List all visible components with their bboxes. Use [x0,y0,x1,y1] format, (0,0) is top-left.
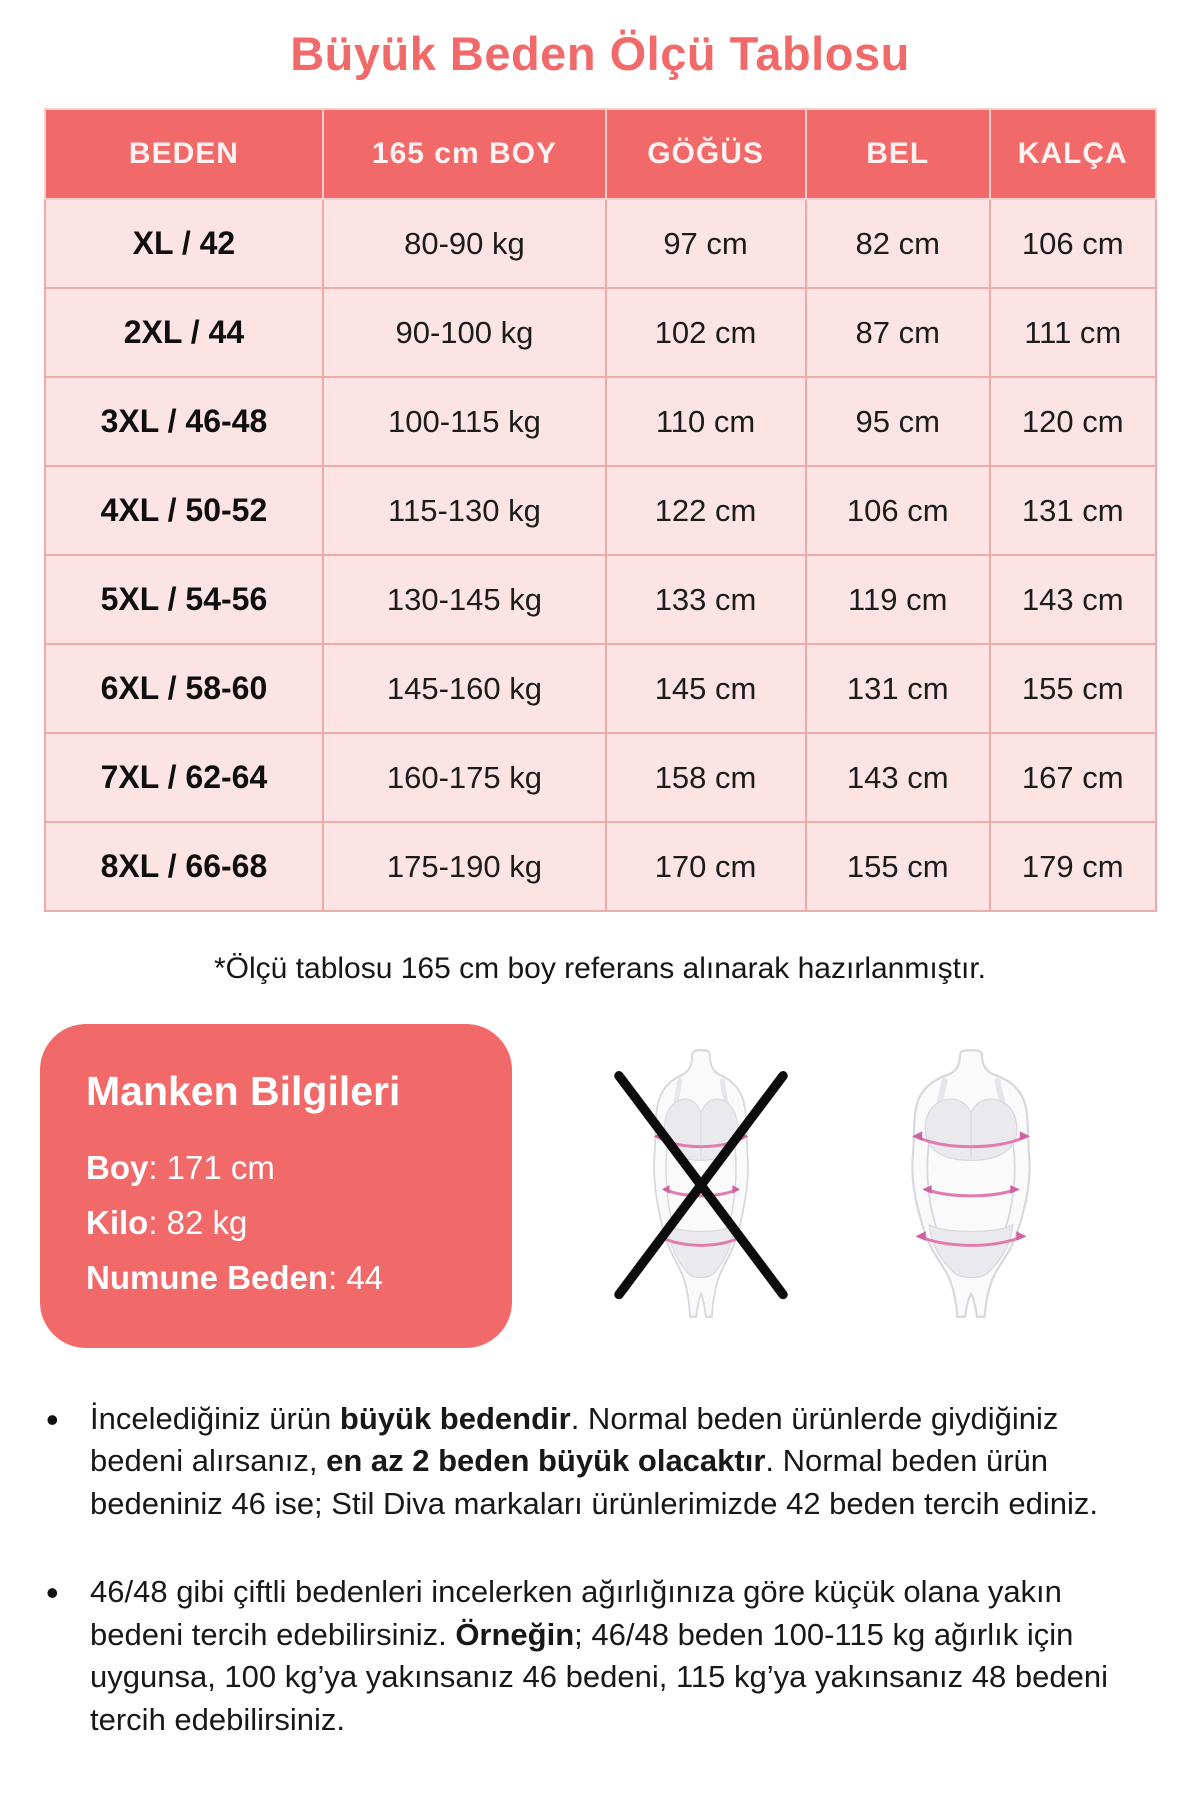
table-row: 5XL / 54-56 130-145 kg 133 cm 119 cm 143 cm [43,554,1157,645]
table-row: XL / 42 80-90 kg 97 cm 82 cm 106 cm [43,198,1157,289]
table-row: 4XL / 50-52 115-130 kg 122 cm 106 cm 131 cm [43,465,1157,556]
measure-cell: 160-175 kg [322,732,607,823]
note-item: 46/48 gibi çiftli bedenleri incelerken a… [40,1568,1156,1741]
measure-cell: 95 cm [804,376,991,467]
measure-cell: 122 cm [604,465,807,556]
note-item: İncelediğiniz ürün büyük bedendir. Norma… [40,1395,1156,1525]
table-body: XL / 42 80-90 kg 97 cm 82 cm 106 cm 2XL / 44 9… [43,198,1157,912]
slim-body-crossed-figure-icon [614,1045,788,1327]
size-cell: 5XL / 54-56 [43,554,325,645]
measure-cell: 106 cm [988,198,1157,289]
size-cell: 2XL / 44 [43,287,325,378]
model-info-title: Manken Bilgileri [86,1068,401,1114]
measure-cell: 170 cm [604,821,807,912]
column-header: KALÇA [988,108,1157,200]
measure-cell: 110 cm [604,376,807,467]
size-cell: 4XL / 50-52 [43,465,325,556]
x-mark-icon [614,1071,788,1300]
measure-cell: 106 cm [804,465,991,556]
table-row: 3XL / 46-48 100-115 kg 110 cm 95 cm 120 cm [43,376,1157,467]
table-row: 7XL / 62-64 160-175 kg 158 cm 143 cm 167 cm [43,732,1157,823]
measure-cell: 133 cm [604,554,807,645]
size-cell: 6XL / 58-60 [43,643,325,734]
measure-cell: 82 cm [804,198,991,289]
measure-cell: 143 cm [804,732,991,823]
measure-cell: 111 cm [988,287,1157,378]
size-guide-page: Büyük Beden Ölçü Tablosu BEDEN 165 cm BOY… [0,0,1200,1741]
size-cell: XL / 42 [43,198,325,289]
note-segment: İncelediğiniz ürün [90,1401,340,1436]
measure-cell: 155 cm [804,821,991,912]
note-segment: 46/48 gibi çiftli bedenleri incelerken a… [90,1574,1062,1652]
measure-cell: 100-115 kg [322,376,607,467]
table-footnote: *Ölçü tablosu 165 cm boy referans alınar… [213,952,987,985]
note-segment: en az 2 beden büyük olacaktır [326,1443,766,1479]
measure-cell: 97 cm [604,198,807,289]
table-row: 2XL / 44 90-100 kg 102 cm 87 cm 111 cm [43,287,1157,378]
figures [512,1024,1160,1348]
column-header: GÖĞÜS [604,108,807,200]
plus-body-figure-icon [853,1045,1089,1327]
note-segment: büyük bedendir [339,1401,571,1436]
column-header: BEDEN [43,108,325,200]
info-section: Manken Bilgileri Boy: 171 cm Kilo: 82 kg N… [40,1024,1160,1348]
size-cell: 7XL / 62-64 [43,732,325,823]
measure-cell: 143 cm [988,554,1157,645]
measure-cell: 155 cm [988,643,1157,734]
table-row: 6XL / 58-60 145-160 kg 145 cm 131 cm 155 cm [43,643,1157,734]
notes-list: İncelediğiniz ürün büyük bedendir. Norma… [40,1395,1156,1741]
column-header: 165 cm BOY [322,108,607,200]
measure-cell: 175-190 kg [322,821,607,912]
page-title: Büyük Beden Ölçü Tablosu [290,27,910,80]
model-info-card: Manken Bilgileri Boy: 171 cm Kilo: 82 kg N… [40,1024,512,1348]
measure-cell: 120 cm [988,376,1157,467]
measure-cell: 179 cm [988,821,1157,912]
size-cell: 8XL / 66-68 [43,821,325,912]
measure-cell: 87 cm [804,287,991,378]
measure-cell: 80-90 kg [322,198,607,289]
model-info-field: Boy: 171 cm [86,1149,275,1186]
measure-cell: 145-160 kg [322,643,607,734]
note-segment: ; 46/48 beden 100-115 kg ağırlık için uy… [90,1616,1108,1737]
model-info-field: Kilo: 82 kg [86,1204,248,1241]
measure-cell: 145 cm [604,643,807,734]
measure-cell: 102 cm [604,287,807,378]
column-header: BEL [804,108,991,200]
note-segment: . Normal beden ürün bedeniniz 46 ise; St… [90,1443,1099,1521]
size-table: BEDEN 165 cm BOY GÖĞÜS BEL KALÇA XL / 42 80-9… [43,108,1157,912]
measure-cell: 119 cm [804,554,991,645]
measure-cell: 158 cm [604,732,807,823]
note-segment: Örneğin [455,1616,575,1652]
measure-cell: 90-100 kg [322,287,607,378]
size-cell: 3XL / 46-48 [43,376,325,467]
table-row: 8XL / 66-68 175-190 kg 170 cm 155 cm 179 cm [43,821,1157,912]
measure-cell: 131 cm [804,643,991,734]
measure-cell: 167 cm [988,732,1157,823]
measure-cell: 115-130 kg [322,465,607,556]
table-header-row: BEDEN 165 cm BOY GÖĞÜS BEL KALÇA [43,108,1157,200]
note-segment: . Normal beden ürünlerde giydiğiniz bede… [90,1401,1059,1479]
model-info-field: Numune Beden: 44 [86,1259,384,1296]
model-info-fields: Boy: 171 cm Kilo: 82 kg Numune Beden: 44 [86,1149,472,1297]
measure-cell: 131 cm [988,465,1157,556]
measure-cell: 130-145 kg [322,554,607,645]
